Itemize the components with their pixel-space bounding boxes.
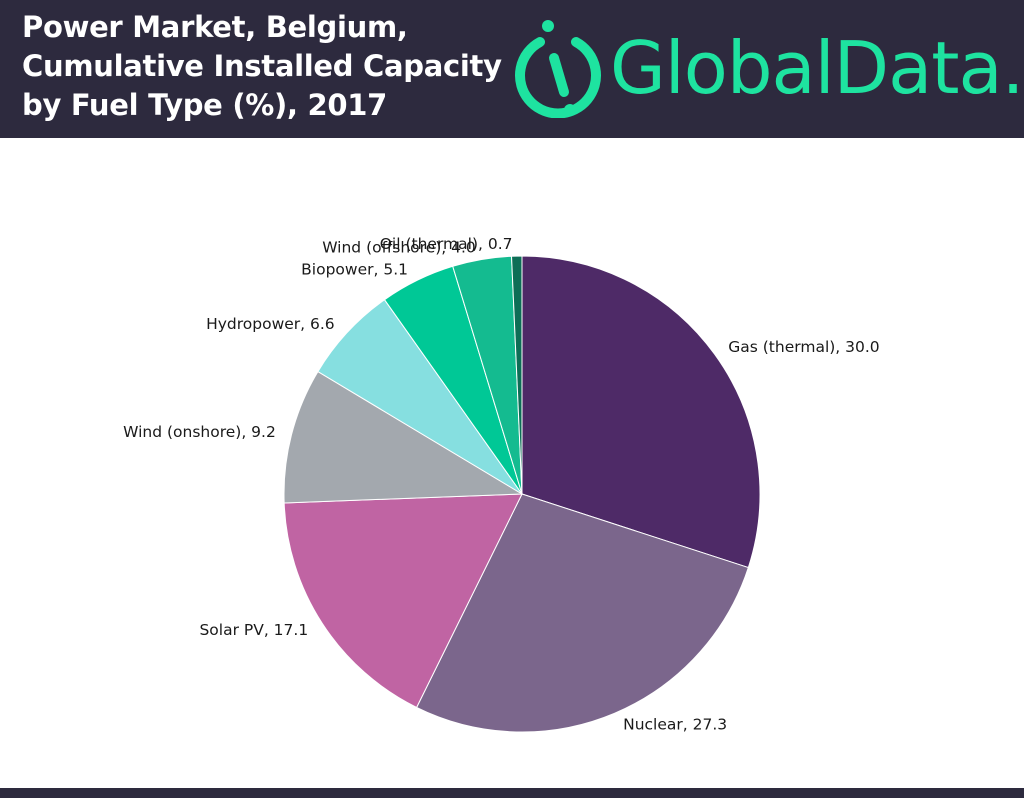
globaldata-logo-icon [515, 20, 601, 118]
slice-label-biopower: Biopower, 5.1 [301, 260, 408, 278]
pie-slice-solar-pv [283, 493, 523, 709]
pie-slices [283, 255, 761, 733]
title-line-3: by Fuel Type (%), 2017 [22, 88, 388, 122]
pie-chart: Gas (thermal), 30.0 Nuclear, 27.3 Solar PV… [123, 235, 880, 733]
pie-slice-gas-thermal [521, 255, 761, 569]
logo-wordmark: GlobalData. [610, 26, 1024, 110]
slice-label-gas-thermal: Gas (thermal), 30.0 [728, 338, 879, 356]
slice-label-wind-onshore: Wind (onshore), 9.2 [123, 423, 276, 441]
pie-slice-oil-thermal [511, 255, 523, 495]
title-line-2: Cumulative Installed Capacity [22, 49, 502, 83]
header-bar: Power Market, Belgium, Cumulative Instal… [0, 0, 1024, 138]
chart-title: Power Market, Belgium, Cumulative Instal… [22, 8, 502, 125]
pie-slice-nuclear [415, 493, 749, 733]
pie-slice-wind-onshore [283, 370, 524, 504]
footer-bar [0, 788, 1024, 798]
title-line-1: Power Market, Belgium, [22, 10, 408, 44]
slice-label-wind-offshore: Wind (offshore), 4.0 [322, 239, 476, 257]
slice-label-solar-pv: Solar PV, 17.1 [199, 621, 308, 639]
slice-label-oil-thermal: Oil (thermal), 0.7 [380, 235, 513, 253]
slice-labels: Gas (thermal), 30.0 Nuclear, 27.3 Solar PV… [123, 235, 880, 733]
slice-label-hydropower: Hydropower, 6.6 [206, 315, 335, 333]
slice-label-nuclear: Nuclear, 27.3 [623, 715, 727, 733]
globaldata-logo: GlobalData. [510, 18, 1024, 118]
